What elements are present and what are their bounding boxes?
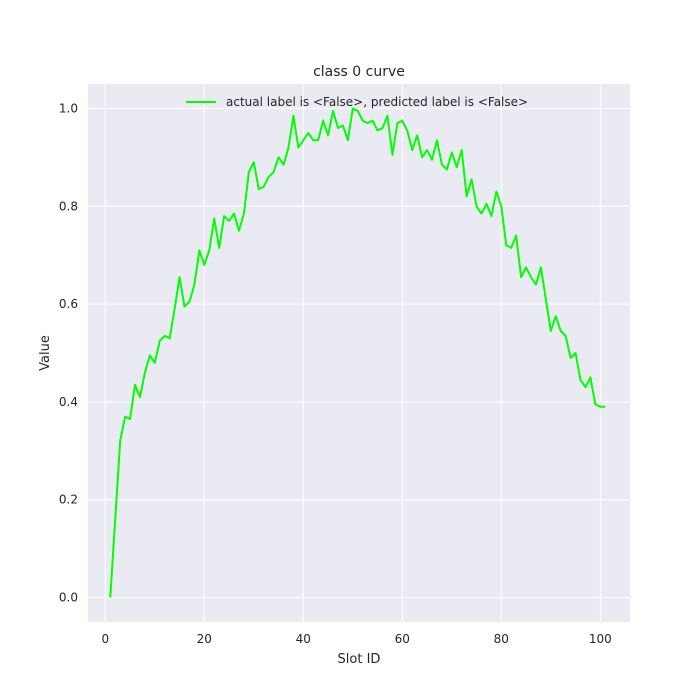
x-tick-label: 80 [494, 632, 509, 646]
y-tick-label: 1.0 [59, 101, 78, 115]
series-layer [109, 107, 606, 598]
x-tick-label: 100 [589, 632, 612, 646]
x-tick-labels: 0 20 40 60 80 100 [102, 632, 612, 646]
plot-area [88, 84, 630, 622]
x-tick-label: 60 [395, 632, 410, 646]
y-tick-labels: 0.0 0.2 0.4 0.6 0.8 1.0 [59, 101, 78, 604]
legend-entry: actual label is <False>, predicted label… [226, 95, 528, 109]
series-line [109, 107, 606, 598]
grid [88, 84, 630, 622]
y-tick-label: 0.8 [59, 199, 78, 213]
y-tick-label: 0.0 [59, 591, 78, 605]
x-tick-label: 20 [197, 632, 212, 646]
y-axis-label: Value [38, 335, 53, 371]
x-tick-label: 0 [102, 632, 110, 646]
y-tick-label: 0.2 [59, 493, 78, 507]
x-axis-label: Slot ID [338, 652, 381, 667]
chart-title: class 0 curve [313, 64, 405, 80]
x-tick-label: 40 [296, 632, 311, 646]
y-tick-label: 0.4 [59, 395, 78, 409]
legend: actual label is <False>, predicted label… [186, 95, 528, 109]
y-tick-label: 0.6 [59, 297, 78, 311]
